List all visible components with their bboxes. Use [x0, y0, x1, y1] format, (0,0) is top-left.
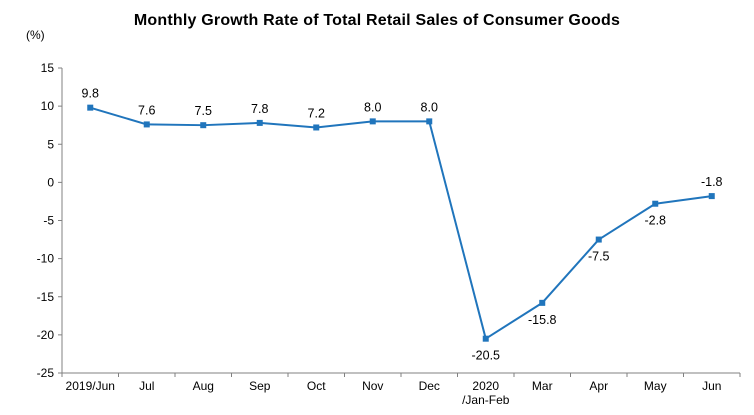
y-tick-label: 5: [47, 137, 54, 151]
x-tick-label: Dec: [419, 379, 440, 393]
y-axis-unit-label: (%): [26, 28, 45, 42]
data-point-marker: [708, 193, 715, 200]
data-point-label: 8.0: [364, 100, 381, 114]
x-tick-label: Nov: [362, 379, 383, 393]
data-point-marker: [595, 236, 602, 243]
data-point-marker: [482, 335, 489, 342]
x-tick-label: Oct: [307, 379, 326, 393]
data-point-marker: [369, 118, 376, 125]
y-tick-label: 0: [47, 175, 54, 189]
y-tick-label: -5: [43, 214, 54, 228]
x-tick-label: Mar: [532, 379, 553, 393]
y-tick-label: -20: [37, 328, 55, 342]
data-point-marker: [652, 200, 659, 207]
x-tick-label: Sep: [249, 379, 271, 393]
x-tick-label: 2020/Jan-Feb: [462, 379, 510, 407]
data-point-label: -1.8: [701, 175, 723, 189]
data-point-label: 9.8: [82, 87, 99, 101]
x-tick-label: Jul: [139, 379, 154, 393]
data-point-label: -2.8: [644, 214, 666, 228]
data-point-marker: [256, 119, 263, 126]
data-point-label: 7.6: [138, 103, 155, 117]
data-point-marker: [143, 121, 150, 128]
x-tick-label: 2019/Jun: [66, 379, 115, 393]
data-point-label: 8.0: [421, 100, 438, 114]
y-tick-label: -10: [37, 252, 55, 266]
chart-title: Monthly Growth Rate of Total Retail Sale…: [133, 12, 621, 29]
y-tick-label: -15: [37, 290, 55, 304]
data-point-label: -7.5: [588, 250, 610, 264]
data-point-marker: [313, 124, 320, 131]
series-line: [89, 106, 713, 340]
data-point-marker: [87, 104, 94, 111]
data-point-marker: [539, 299, 546, 306]
data-point-label: -15.8: [528, 313, 557, 327]
data-point-marker: [200, 122, 207, 129]
x-tick-label: Aug: [193, 379, 214, 393]
data-point-label: -20.5: [472, 349, 501, 363]
x-tick-label: Apr: [589, 379, 608, 393]
x-tick-label: May: [644, 379, 667, 393]
data-point-label: 7.2: [308, 106, 325, 120]
data-point-label: 7.8: [251, 102, 268, 116]
y-tick-label: -25: [37, 366, 55, 380]
y-tick-label: 15: [41, 61, 55, 75]
y-tick-label: 10: [41, 99, 55, 113]
data-point-marker: [426, 118, 433, 125]
data-point-label: 7.5: [195, 104, 212, 118]
x-tick-label: Jun: [702, 379, 721, 393]
